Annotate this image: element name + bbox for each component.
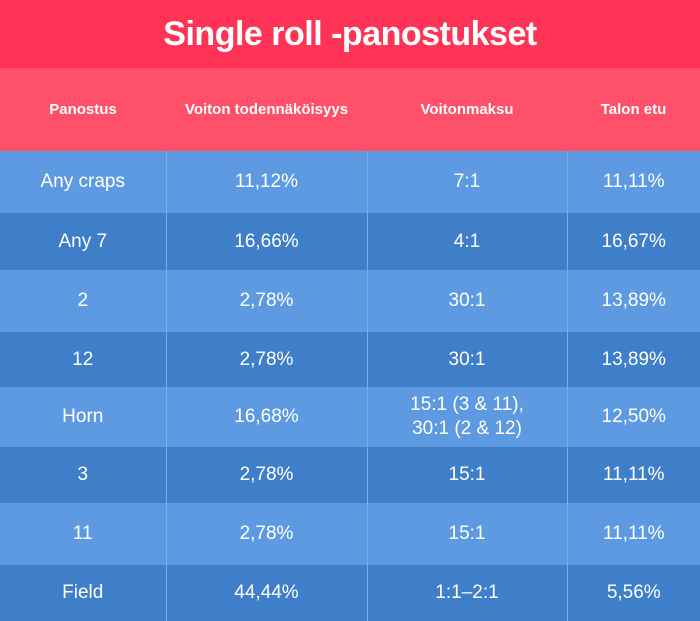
table-row: 2 2,78% 30:1 13,89% — [0, 270, 700, 332]
cell-payout: 30:1 — [366, 270, 567, 332]
cell-bet: Any 7 — [0, 213, 166, 270]
table-row: Any craps 11,12% 7:1 11,11% — [0, 151, 700, 213]
cell-house-edge: 11,11% — [566, 447, 700, 503]
header-house-edge: Talon etu — [567, 68, 700, 151]
cell-probability: 2,78% — [165, 503, 367, 565]
cell-probability: 11,12% — [165, 151, 367, 213]
cell-house-edge: 13,89% — [566, 332, 700, 387]
header-row: Panostus Voiton todennäköisyys Voitonmak… — [0, 68, 700, 151]
cell-bet: 2 — [0, 270, 166, 332]
cell-house-edge: 11,11% — [566, 151, 700, 213]
table-row: 3 2,78% 15:1 11,11% — [0, 447, 700, 503]
payout-line-2: 30:1 (2 & 12) — [412, 418, 522, 439]
cell-payout: 1:1–2:1 — [366, 565, 567, 621]
cell-payout: 30:1 — [366, 332, 567, 387]
header-bet: Panostus — [0, 68, 166, 151]
table-row: Field 44,44% 1:1–2:1 5,56% — [0, 565, 700, 621]
cell-house-edge: 5,56% — [566, 565, 700, 621]
cell-bet: 3 — [0, 447, 166, 503]
cell-house-edge: 16,67% — [566, 213, 700, 270]
cell-bet: Horn — [0, 387, 166, 447]
single-roll-bets-table: Panostus Voiton todennäköisyys Voitonmak… — [0, 68, 700, 621]
table-row: 12 2,78% 30:1 13,89% — [0, 332, 700, 387]
cell-bet: Any craps — [0, 151, 166, 213]
cell-probability: 2,78% — [165, 447, 367, 503]
cell-probability: 16,68% — [165, 387, 367, 447]
cell-house-edge: 12,50% — [566, 387, 700, 447]
header-win-probability: Voiton todennäköisyys — [166, 68, 367, 151]
cell-probability: 16,66% — [165, 213, 367, 270]
cell-house-edge: 13,89% — [566, 270, 700, 332]
cell-bet: Field — [0, 565, 166, 621]
cell-payout: 4:1 — [366, 213, 567, 270]
cell-payout: 15:1 (3 & 11), 30:1 (2 & 12) — [366, 387, 567, 447]
cell-house-edge: 11,11% — [566, 503, 700, 565]
cell-bet: 11 — [0, 503, 166, 565]
table-row: 11 2,78% 15:1 11,11% — [0, 503, 700, 565]
payout-line-1: 15:1 (3 & 11), — [410, 394, 524, 415]
cell-probability: 2,78% — [165, 332, 367, 387]
cell-payout: 15:1 — [366, 447, 567, 503]
cell-probability: 2,78% — [165, 270, 367, 332]
table-title: Single roll -panostukset — [0, 0, 700, 68]
header-payout: Voitonmaksu — [367, 68, 567, 151]
cell-bet: 12 — [0, 332, 166, 387]
table-row: Horn 16,68% 15:1 (3 & 11), 30:1 (2 & 12) … — [0, 387, 700, 447]
cell-payout: 15:1 — [366, 503, 567, 565]
cell-probability: 44,44% — [165, 565, 367, 621]
cell-payout: 7:1 — [366, 151, 567, 213]
table-row: Any 7 16,66% 4:1 16,67% — [0, 213, 700, 270]
